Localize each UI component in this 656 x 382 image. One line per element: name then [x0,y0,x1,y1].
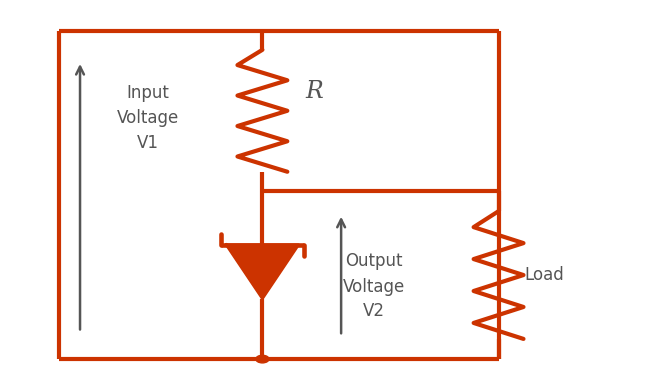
Text: Output
Voltage
V2: Output Voltage V2 [343,253,405,320]
Circle shape [256,355,269,363]
Polygon shape [226,245,298,299]
Text: R: R [305,80,323,103]
Text: Load: Load [525,266,565,284]
Text: Input
Voltage
V1: Input Voltage V1 [117,84,178,152]
